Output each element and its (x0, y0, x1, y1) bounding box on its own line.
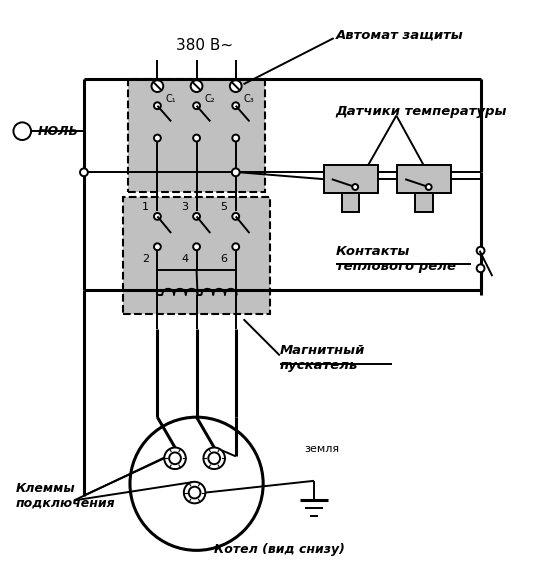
Text: C₃: C₃ (244, 94, 254, 104)
Text: 6: 6 (221, 254, 228, 263)
Circle shape (193, 134, 200, 141)
Text: C₁: C₁ (165, 94, 176, 104)
Text: 380 В~: 380 В~ (176, 37, 233, 53)
Circle shape (477, 247, 485, 255)
Text: 5: 5 (221, 202, 228, 212)
Circle shape (232, 134, 239, 141)
Circle shape (193, 244, 200, 250)
Circle shape (184, 482, 205, 503)
Circle shape (80, 168, 88, 176)
Circle shape (353, 184, 358, 190)
Circle shape (154, 213, 161, 220)
Bar (397, 166, 451, 193)
Circle shape (204, 447, 225, 469)
Circle shape (189, 486, 201, 498)
Circle shape (191, 80, 202, 92)
Circle shape (232, 168, 240, 176)
Bar (415, 193, 433, 212)
Circle shape (169, 453, 181, 464)
Circle shape (193, 213, 200, 220)
Circle shape (154, 102, 161, 109)
Bar (324, 166, 378, 193)
Circle shape (230, 80, 241, 92)
Text: 2: 2 (142, 254, 149, 263)
Circle shape (154, 244, 161, 250)
Text: Датчики температуры: Датчики температуры (336, 105, 507, 118)
Circle shape (151, 80, 163, 92)
Text: 4: 4 (182, 254, 189, 263)
Circle shape (232, 244, 239, 250)
Text: Автомат защиты: Автомат защиты (336, 29, 464, 42)
Bar (128, 79, 265, 192)
Circle shape (477, 264, 485, 272)
Text: Контакты
теплового реле: Контакты теплового реле (336, 245, 455, 272)
Circle shape (232, 213, 239, 220)
Circle shape (193, 102, 200, 109)
Bar (342, 193, 359, 212)
Text: земля: земля (304, 445, 339, 454)
Text: C₂: C₂ (205, 94, 215, 104)
Circle shape (130, 417, 263, 550)
Text: Клеммы
подключения: Клеммы подключения (15, 481, 115, 510)
Text: 1: 1 (142, 202, 149, 212)
Circle shape (208, 453, 220, 464)
Bar (123, 197, 270, 314)
Text: Котел (вид снизу): Котел (вид снизу) (214, 543, 345, 556)
Circle shape (13, 123, 31, 140)
Circle shape (154, 134, 161, 141)
Circle shape (164, 447, 186, 469)
Text: Магнитный
пускатель: Магнитный пускатель (280, 345, 365, 372)
Circle shape (232, 102, 239, 109)
Circle shape (426, 184, 432, 190)
Text: НОЛЬ: НОЛЬ (38, 125, 79, 138)
Text: 3: 3 (182, 202, 188, 212)
